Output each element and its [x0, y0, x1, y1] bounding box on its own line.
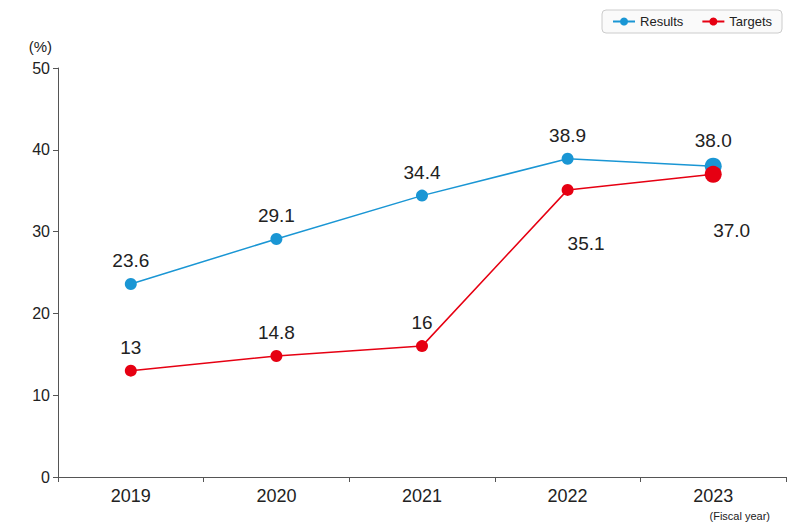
svg-text:29.1: 29.1 [258, 205, 295, 226]
svg-text:2019: 2019 [111, 486, 151, 506]
svg-text:40: 40 [32, 141, 50, 158]
svg-text:23.6: 23.6 [112, 250, 149, 271]
svg-text:34.4: 34.4 [404, 162, 441, 183]
svg-text:2023: 2023 [693, 486, 733, 506]
svg-text:35.1: 35.1 [568, 233, 605, 254]
svg-text:Targets: Targets [729, 14, 772, 29]
svg-text:10: 10 [32, 387, 50, 404]
svg-text:20: 20 [32, 305, 50, 322]
svg-text:2022: 2022 [548, 486, 588, 506]
svg-text:2021: 2021 [402, 486, 442, 506]
svg-text:38.9: 38.9 [549, 125, 586, 146]
svg-text:50: 50 [32, 60, 50, 77]
svg-text:0: 0 [41, 469, 50, 486]
svg-text:14.8: 14.8 [258, 322, 295, 343]
svg-text:(Fiscal year): (Fiscal year) [709, 510, 770, 522]
svg-text:Results: Results [640, 14, 684, 29]
svg-text:38.0: 38.0 [695, 130, 732, 151]
svg-text:16: 16 [411, 312, 432, 333]
svg-text:37.0: 37.0 [713, 220, 750, 241]
svg-text:2020: 2020 [256, 486, 296, 506]
svg-text:13: 13 [120, 337, 141, 358]
svg-text:30: 30 [32, 223, 50, 240]
svg-text:(%): (%) [29, 38, 52, 55]
